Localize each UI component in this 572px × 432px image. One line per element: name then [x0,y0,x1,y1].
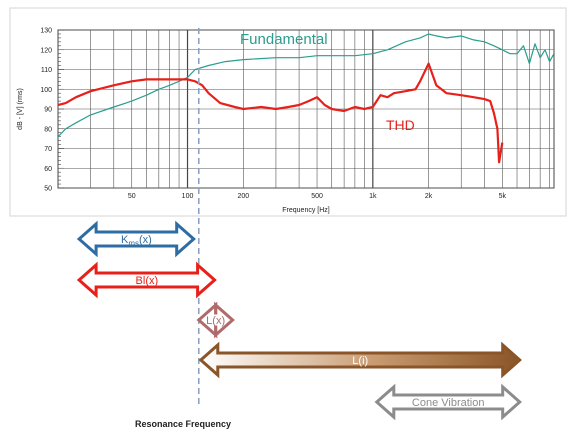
x-axis-label: Frequency [Hz] [282,207,330,214]
x-tick-label: 500 [311,193,323,200]
x-tick-label: 200 [237,193,249,200]
band-arrow-bl [76,261,217,299]
x-tick-label: 5k [499,193,507,200]
band-label-lx: L(x) [206,315,225,327]
y-tick-label: 90 [44,107,52,114]
series-line-thd [58,62,504,164]
annotation-thd: THD [386,117,415,133]
y-tick-label: 50 [44,186,52,193]
band-label-cone: Cone Vibration [412,397,485,409]
x-axis-ticks: 50 100 200 500 1k 2k 5k [128,193,507,200]
series-line-fundamental [58,33,554,138]
resonance-frequency-label: Resonance Frequency [135,419,231,429]
band-label-bl: Bl(x) [136,275,159,287]
y-axis-label: dB - [V] (rms) [17,88,24,130]
y-tick-label: 130 [40,28,52,35]
annotation-fundamental: Fundamental [240,31,328,48]
y-tick-label: 110 [41,67,52,74]
x-tick-label: 2k [425,193,433,200]
grid [58,29,554,189]
bands-layer: Kms(x) Bl(x) L(x) L(i) Cone Vibration [76,220,522,421]
y-axis-ticks: 50 60 70 80 90 100 110 120 130 [40,28,52,193]
y-tick-label: 100 [40,87,52,94]
x-tick-label: 50 [128,193,136,200]
band-arrow-lx [196,301,235,339]
y-tick-label: 80 [44,126,52,133]
band-label-kms: Kms(x) [121,234,152,248]
series-layer [58,33,554,164]
x-tick-label: 1k [369,193,377,200]
band-label-li: L(i) [352,355,368,367]
x-tick-label: 100 [182,193,194,200]
band-arrow-kms [76,220,196,258]
band-arrow-li [198,341,522,379]
y-tick-label: 60 [44,166,52,173]
band-arrow-cone [374,383,522,421]
y-tick-label: 120 [40,47,52,54]
y-tick-label: 70 [44,146,52,153]
